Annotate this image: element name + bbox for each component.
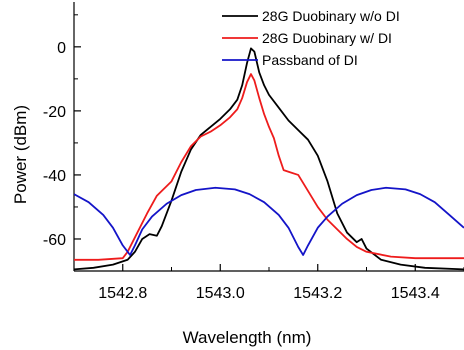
legend-label: 28G Duobinary w/ DI [262,30,392,46]
x-tick-label: 1543.2 [293,285,342,302]
x-tick-label: 1543.4 [391,285,440,302]
series-line-28g-duobinary-w-di [74,73,464,261]
y-tick-label: -40 [43,168,66,185]
x-tick-label: 1543.0 [196,285,245,302]
legend-label: 28G Duobinary w/o DI [262,8,400,24]
legend-label: Passband of DI [262,52,358,68]
y-tick-label: 0 [57,40,66,57]
x-axis-title: Wavelength (nm) [183,328,312,347]
x-tick-label: 1542.8 [98,285,147,302]
y-axis-title: Power (dBm) [11,105,30,204]
y-tick-label: -60 [43,232,66,249]
series-line-28g-duobinary-w-o-di [74,47,464,271]
y-tick-label: -20 [43,104,66,121]
series-line-passband-of-di [74,186,464,256]
